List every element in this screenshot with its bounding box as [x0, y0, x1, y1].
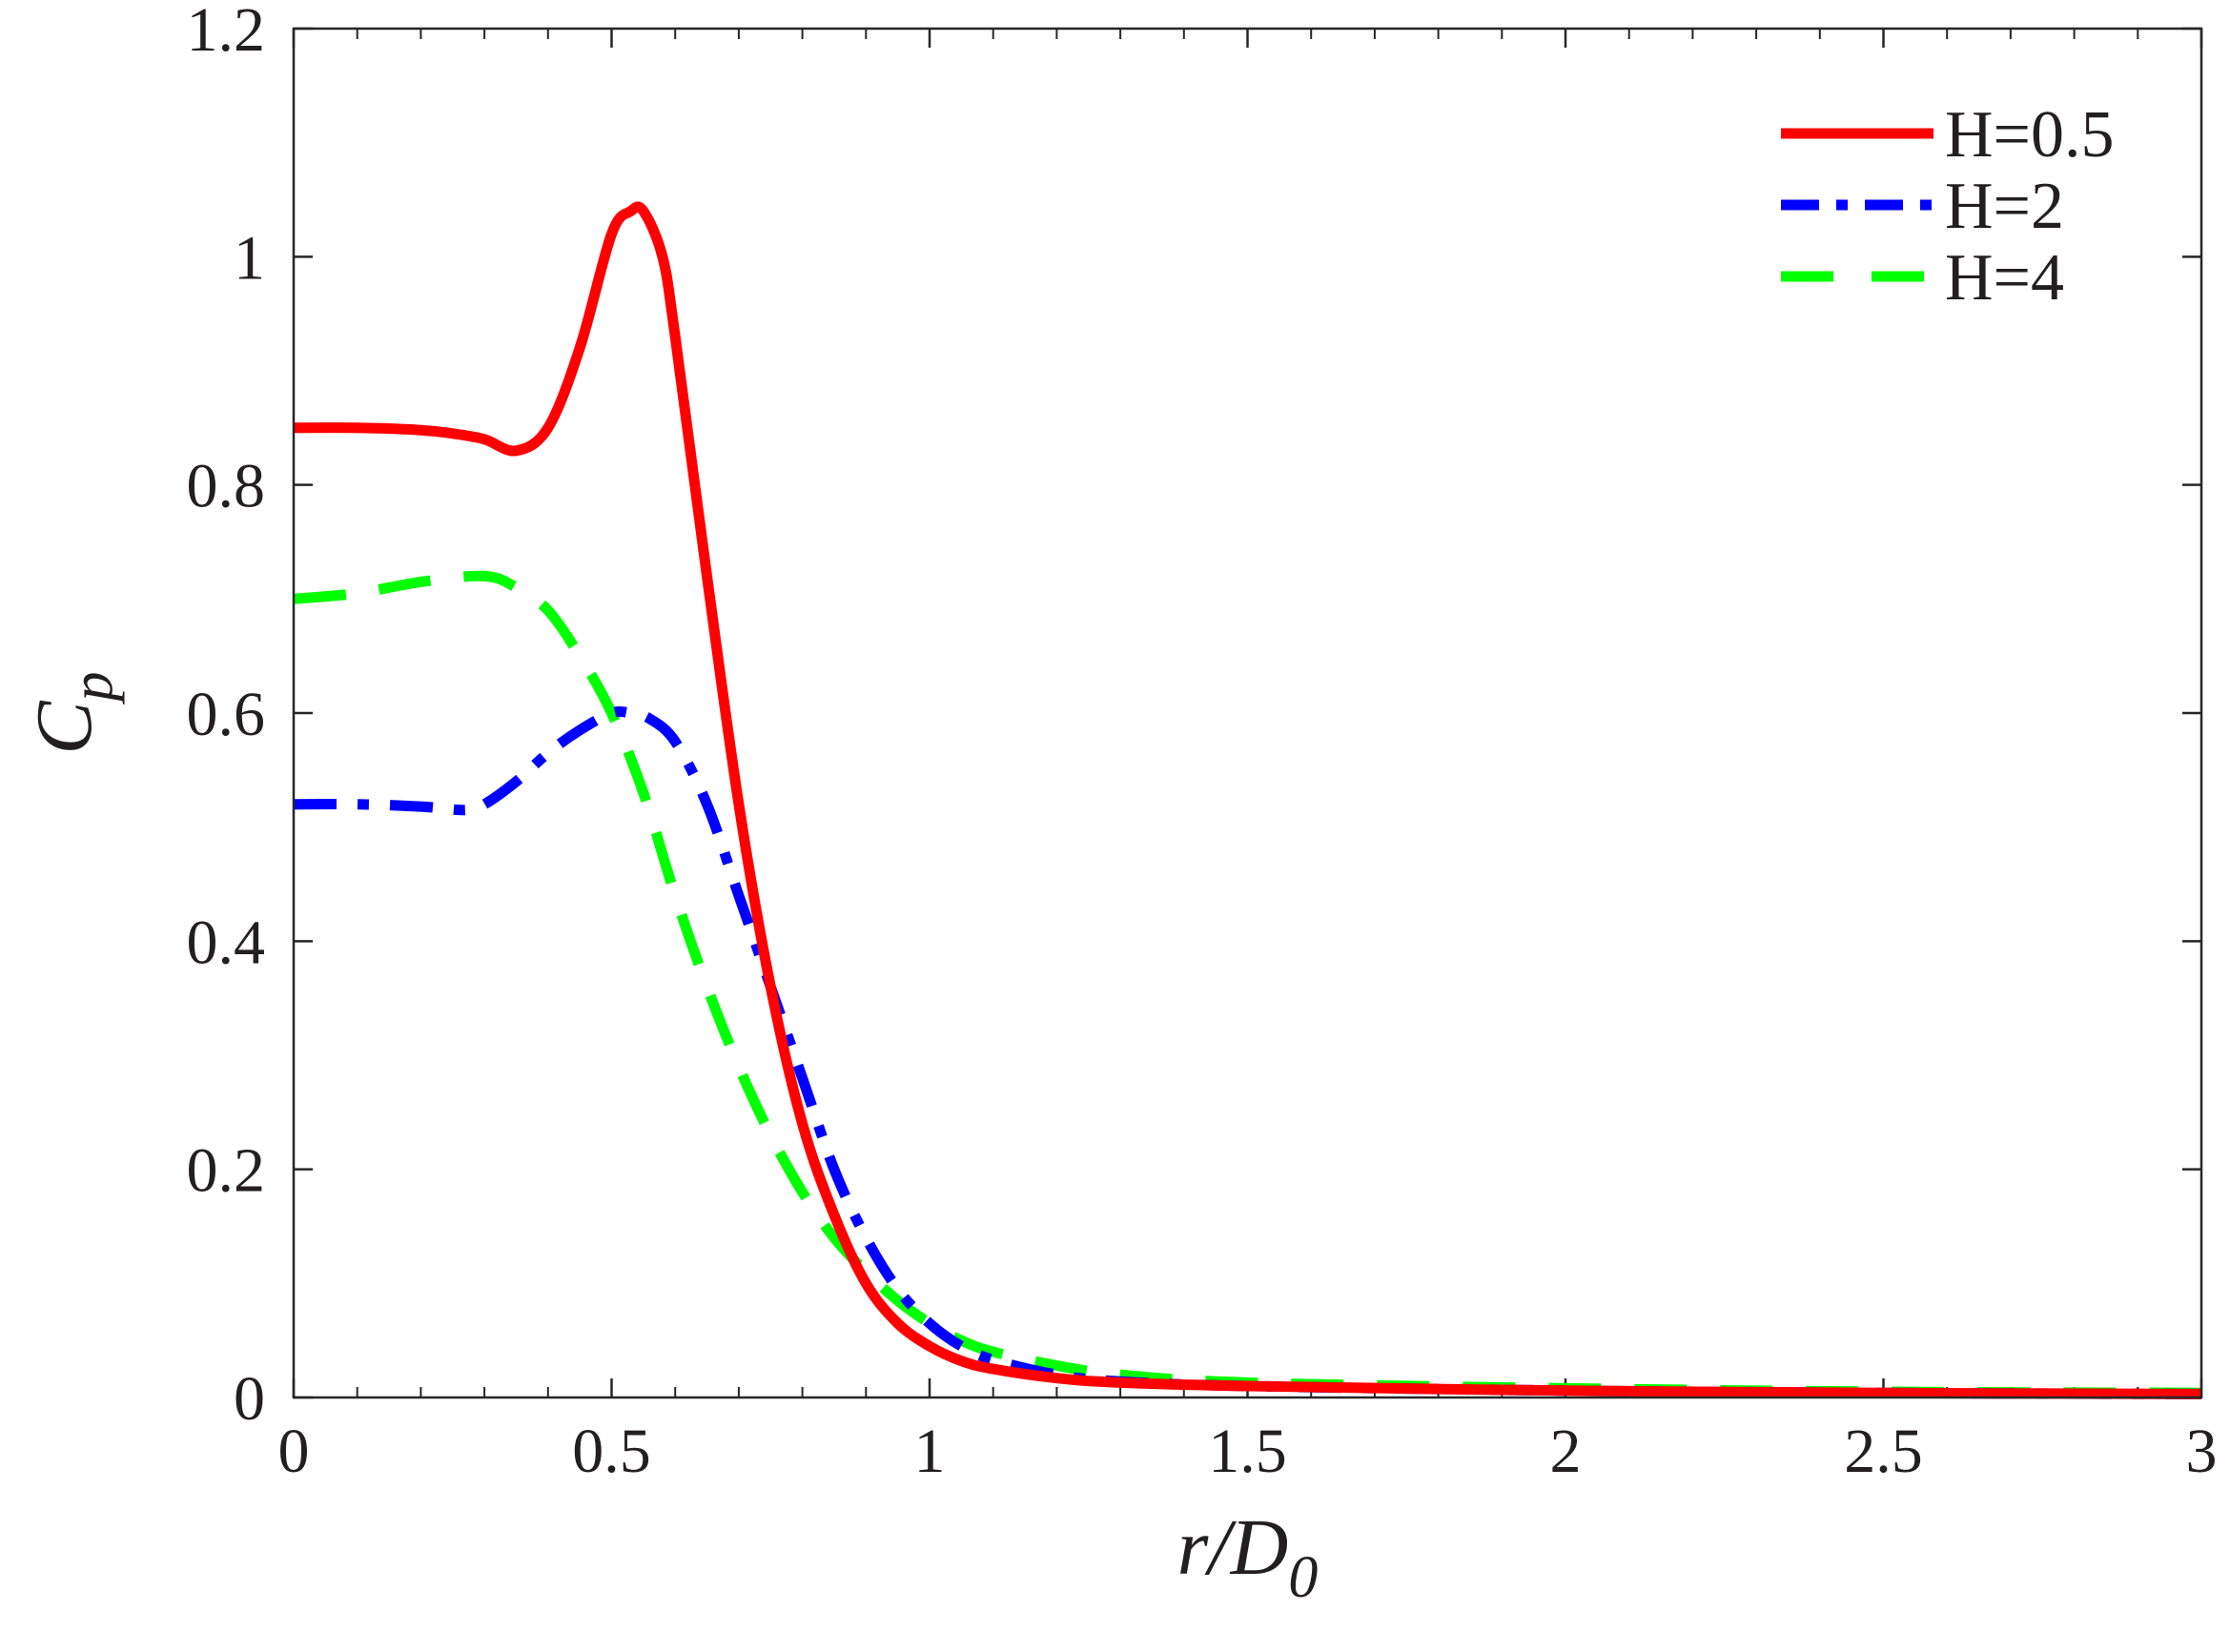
x-tick-label: 1: [914, 1417, 946, 1486]
y-tick-label: 0.4: [187, 908, 266, 977]
x-axis-label: r/D0: [1177, 1503, 1319, 1610]
series-layer: [293, 201, 2202, 1399]
series-line-h-0-5: [293, 201, 2202, 1399]
y-tick-label: 0.8: [187, 452, 266, 521]
x-tick-label: 1.5: [1208, 1417, 1287, 1486]
plot-frame: [292, 27, 2203, 1399]
legend-label-h-2: H=2: [1945, 170, 2064, 243]
y-tick-label: 1.2: [187, 0, 266, 65]
x-tick-label: 2: [1550, 1417, 1582, 1486]
tick-labels-layer: 0 0.5 1 1.5 2 2.5 3 0 0.2 0.4 0.6 0.8 1 1.2: [187, 0, 2218, 1486]
legend: H=0.5H=2H=4: [1781, 98, 2115, 315]
y-tick-label: 0.2: [187, 1136, 266, 1206]
y-tick-label: 1: [234, 223, 265, 293]
y-tick-label: 0.6: [187, 680, 266, 749]
x-tick-label: 0: [278, 1417, 310, 1486]
x-axis-label-main: r/D: [1177, 1503, 1289, 1592]
x-tick-label: 3: [2186, 1417, 2218, 1486]
x-axis-label-sub: 0: [1288, 1545, 1318, 1610]
y-axis-label-main: C: [20, 701, 109, 755]
x-tick-label: 0.5: [572, 1417, 651, 1486]
legend-label-h-0-5: H=0.5: [1945, 98, 2115, 172]
legend-label-h-4: H=4: [1945, 241, 2064, 315]
x-tick-label: 2.5: [1844, 1417, 1923, 1486]
y-axis-label: Cp: [20, 671, 125, 754]
y-tick-label: 0: [234, 1364, 265, 1434]
y-axis-label-sub: p: [60, 671, 125, 704]
